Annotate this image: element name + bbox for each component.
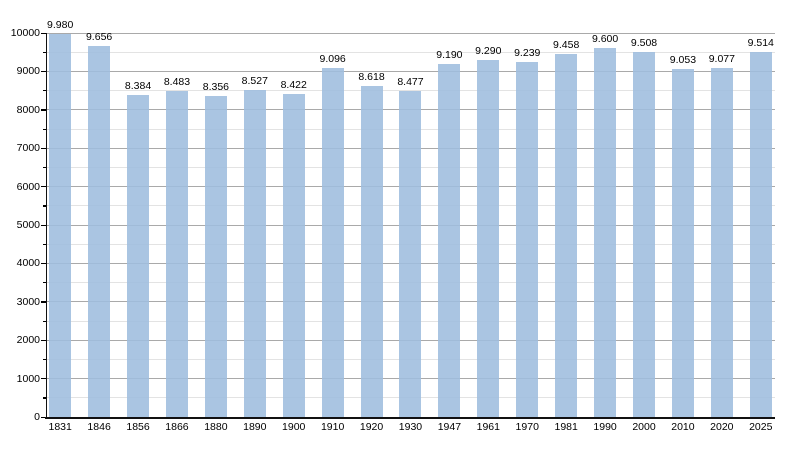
bar-value-label: 9.239	[514, 47, 541, 60]
bar-value-label: 8.527	[241, 74, 268, 87]
y-tick-label: 4000	[16, 257, 40, 270]
bar	[749, 51, 772, 417]
x-tick-label: 2000	[632, 421, 656, 433]
bar-value-label: 9.077	[708, 53, 735, 66]
y-tick-major	[41, 339, 46, 341]
bar-value-label: 9.290	[475, 45, 502, 58]
y-tick-label: 8000	[16, 103, 40, 116]
bar-value-label: 8.356	[202, 81, 230, 94]
y-tick-major	[41, 224, 46, 226]
y-tick-label: 2000	[16, 334, 40, 347]
bar	[516, 62, 539, 417]
x-tick-label: 2025	[749, 421, 773, 433]
bar-value-label: 9.514	[747, 36, 774, 49]
y-tick-minor	[43, 166, 46, 169]
x-tick-label: 1856	[126, 421, 150, 433]
bar-value-label: 8.483	[163, 76, 191, 89]
x-tick-label: 1947	[437, 421, 462, 433]
y-tick-major	[41, 70, 46, 73]
y-tick-minor	[43, 282, 46, 284]
x-tick-label: 1930	[398, 421, 423, 433]
y-tick-major	[41, 262, 46, 265]
x-tick-label: 1970	[515, 421, 539, 433]
bar-value-label: 9.980	[47, 18, 74, 31]
y-tick-minor	[43, 358, 46, 361]
y-tick-minor	[43, 243, 46, 245]
y-tick-minor	[43, 397, 46, 399]
bar-value-label: 9.600	[591, 33, 619, 46]
gridline-minor	[47, 51, 775, 53]
y-axis-line	[45, 33, 47, 417]
bar	[321, 67, 344, 417]
bar-value-label: 9.053	[669, 54, 697, 67]
bar	[49, 33, 72, 417]
gridline-major	[47, 70, 775, 72]
bar	[555, 53, 578, 417]
bar	[671, 69, 694, 417]
x-tick-label: 1961	[476, 421, 500, 433]
y-tick-label: 3000	[16, 295, 40, 308]
y-tick-minor	[43, 320, 46, 322]
bar	[399, 91, 422, 417]
y-tick-minor	[43, 90, 46, 92]
y-tick-major	[41, 416, 46, 418]
bar	[204, 96, 227, 417]
bar	[710, 68, 733, 417]
x-tick-label: 1890	[243, 421, 267, 433]
y-tick-major	[41, 32, 46, 34]
y-tick-major	[41, 378, 46, 380]
bar	[282, 93, 305, 417]
bar	[477, 60, 500, 417]
y-tick-major	[41, 109, 46, 111]
bar	[127, 95, 150, 417]
bar-value-label: 9.096	[319, 52, 346, 65]
x-tick-label: 1880	[204, 421, 228, 433]
x-tick-label: 2020	[710, 421, 734, 433]
y-tick-minor	[43, 205, 46, 207]
bar-value-label: 8.384	[124, 80, 152, 93]
bar	[438, 64, 461, 417]
y-tick-label: 5000	[16, 219, 40, 231]
x-tick-label: 1920	[359, 421, 384, 433]
bar	[165, 91, 188, 417]
bar-value-label: 8.477	[397, 76, 424, 89]
bar-value-label: 9.458	[553, 38, 580, 51]
x-tick-label: 1990	[593, 421, 617, 433]
y-tick-major	[41, 301, 46, 303]
x-tick-label: 1981	[554, 421, 578, 433]
y-tick-major	[41, 147, 46, 149]
x-tick-label: 1910	[320, 421, 345, 433]
bar-value-label: 8.422	[280, 78, 307, 91]
bar-value-label: 9.190	[436, 49, 463, 62]
y-tick-minor	[43, 128, 46, 130]
y-tick-label: 7000	[16, 142, 40, 155]
gridline-major	[47, 32, 775, 34]
y-tick-label: 1000	[16, 372, 40, 385]
gridline-minor	[47, 90, 775, 92]
bar-value-label: 9.508	[630, 36, 658, 49]
bar	[88, 46, 111, 417]
y-tick-label: 9000	[16, 65, 40, 78]
bar	[243, 89, 266, 417]
bar-value-label: 9.656	[85, 31, 113, 44]
plot-area: 9.980 9.656 8.384 8.483 8.356 8.527 8.422 9.096…	[47, 19, 775, 417]
x-tick-label: 2010	[671, 421, 695, 433]
y-tick-major	[41, 186, 46, 188]
y-tick-label: 10000	[10, 27, 40, 39]
y-tick-minor	[43, 51, 46, 53]
x-axis-line	[45, 416, 775, 419]
y-tick-label: 6000	[16, 180, 40, 193]
x-tick-label: 1866	[165, 421, 189, 433]
x-tick-label: 1831	[48, 421, 72, 433]
x-tick-label: 1846	[87, 421, 111, 433]
bar	[594, 48, 617, 417]
x-tick-label: 1900	[282, 421, 306, 433]
y-tick-label: 0	[34, 411, 40, 423]
bar	[360, 86, 383, 417]
bar	[633, 51, 655, 417]
bar-value-label: 8.618	[358, 71, 385, 84]
